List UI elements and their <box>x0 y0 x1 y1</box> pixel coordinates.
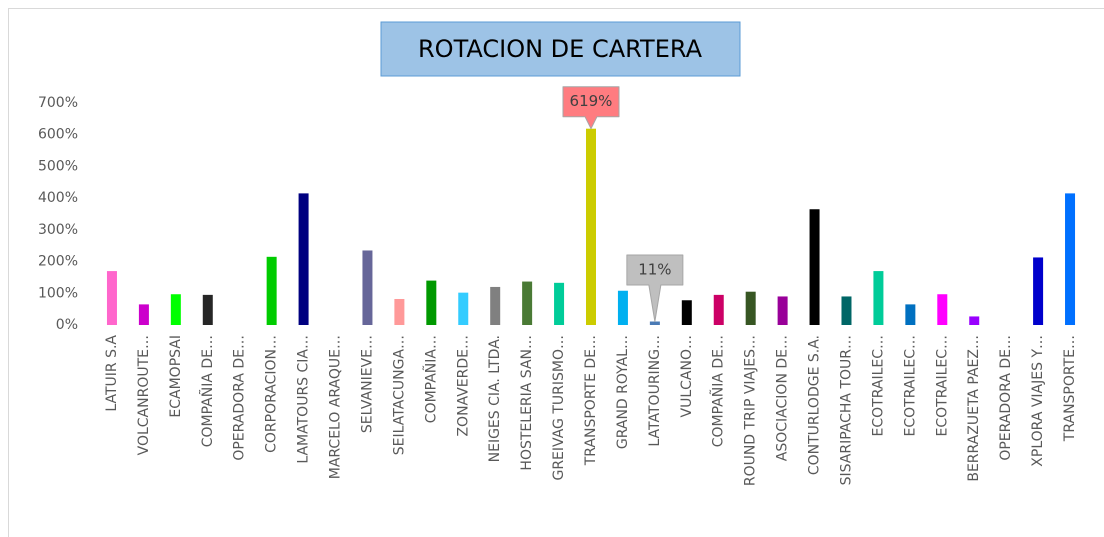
bar <box>969 316 980 325</box>
x-tick-label: VULCANO… <box>679 335 695 417</box>
y-tick-label: 100% <box>38 285 78 301</box>
bar <box>777 296 788 325</box>
bar <box>809 209 820 325</box>
x-tick-label: SEILATACUNGA… <box>391 335 407 455</box>
x-tick-label: ECOTRAILEC… <box>870 335 886 436</box>
x-tick-label: ZONAVERDE… <box>455 335 471 437</box>
bar <box>554 282 565 325</box>
callout <box>562 86 620 130</box>
bar <box>394 298 405 325</box>
bar <box>202 294 213 325</box>
bar <box>713 294 724 325</box>
bar <box>458 292 469 325</box>
y-tick-label: 700% <box>38 95 78 111</box>
bar <box>586 128 596 325</box>
y-tick-label: 200% <box>38 254 78 270</box>
chart-title: ROTACION DE CARTERA <box>418 35 703 63</box>
bar <box>681 300 692 325</box>
bar <box>298 193 309 325</box>
x-tick-label: LATATOURING… <box>647 335 663 447</box>
x-tick-label: NEIGES CIA. LTDA. <box>487 335 503 462</box>
bar <box>106 271 117 325</box>
y-tick-label: 300% <box>38 222 78 238</box>
chart-frame <box>8 8 1104 537</box>
x-tick-label: COMPAÑIA DE… <box>199 335 216 447</box>
bar <box>170 294 181 325</box>
bar <box>266 256 277 325</box>
x-tick-label: ROUND TRIP VIAJES… <box>743 335 759 486</box>
bar <box>426 280 437 325</box>
callout <box>626 254 684 323</box>
x-tick-label: GRAND ROYAL… <box>615 335 631 449</box>
x-tick-label: SISARIPACHA TOUR… <box>838 335 854 485</box>
bar <box>617 290 628 325</box>
x-tick-label: MARCELO ARAQUE… <box>328 335 344 479</box>
bar <box>522 281 533 325</box>
x-tick-label: XPLORA VIAJES Y… <box>1030 335 1046 467</box>
x-tick-label: COMPAÑIA DE… <box>710 335 727 447</box>
y-tick-label: 600% <box>38 127 78 143</box>
y-tick-label: 500% <box>38 158 78 174</box>
x-tick-label: CONTURLODGE S.A. <box>807 335 823 475</box>
x-tick-label: CORPORACION… <box>264 335 280 453</box>
title-box <box>380 21 741 77</box>
x-tick-label: COMPAÑIA… <box>422 335 439 423</box>
y-tick-label: 0% <box>56 317 78 333</box>
bar <box>873 271 884 325</box>
bar <box>1033 257 1044 325</box>
data-label: 619% <box>570 92 613 110</box>
x-tick-label: TRANSPORTE… <box>1062 335 1078 442</box>
y-tick-label: 400% <box>38 190 78 206</box>
x-tick-label: ECAMOPSAI <box>168 335 184 418</box>
x-tick-label: HOSTELERIA SAN… <box>519 335 535 471</box>
x-tick-label: VOLCANROUTE… <box>136 335 152 455</box>
bar <box>937 294 948 325</box>
x-tick-label: TRANSPORTE DE… <box>583 335 599 466</box>
bar <box>745 291 756 325</box>
bar <box>490 286 501 325</box>
bar <box>649 321 660 325</box>
x-tick-label: ECOTRAILEC… <box>934 335 950 436</box>
x-tick-label: ASOCIACION DE… <box>775 335 791 461</box>
bar <box>138 304 149 325</box>
x-tick-label: ECOTRAILEC… <box>902 335 918 436</box>
bar <box>905 304 916 325</box>
x-tick-label: LAMATOURS CIA… <box>296 335 312 464</box>
bar <box>841 296 852 325</box>
x-tick-label: OPERADORA DE… <box>232 335 248 461</box>
bar <box>362 250 373 325</box>
bar <box>1065 193 1076 325</box>
x-tick-label: OPERADORA DE… <box>998 335 1014 461</box>
x-tick-label: SELVANIEVE… <box>359 335 375 433</box>
x-tick-label: LATUIR S.A <box>104 335 120 412</box>
data-label: 11% <box>638 261 671 279</box>
x-tick-label: BERRAZUETA PAEZ… <box>966 335 982 482</box>
x-tick-label: GREIVAG TURISMO… <box>551 335 567 481</box>
